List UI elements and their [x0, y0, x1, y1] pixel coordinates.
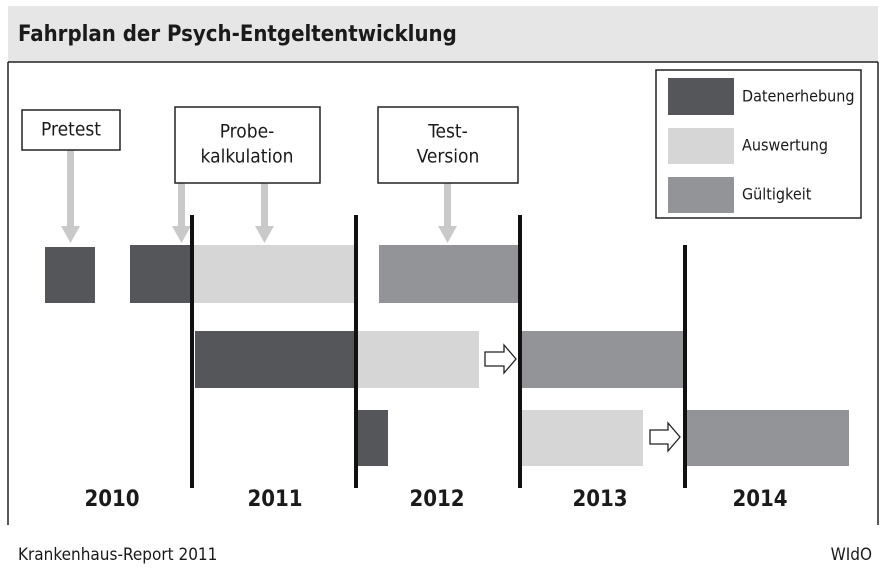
transition-arrows	[484, 343, 681, 453]
year-label: 2011	[247, 487, 302, 512]
publisher: WIdO	[831, 545, 872, 565]
callout: Version	[417, 146, 480, 168]
callout: kalkulation	[201, 146, 294, 168]
callout: Pretest	[41, 119, 101, 141]
title: Fahrplan der Psych-Entgeltentwicklung	[18, 22, 457, 47]
legend-label: Auswertung	[742, 136, 828, 155]
callout-boxes	[21, 106, 519, 184]
callout: Probe-	[220, 121, 275, 143]
pointers	[61, 150, 457, 243]
legend-swatch	[668, 177, 734, 213]
year-label: 2012	[409, 487, 464, 512]
legend-swatch	[668, 128, 734, 164]
timeline-bars	[45, 245, 849, 466]
year-label: 2013	[572, 487, 627, 512]
legend-label: Datenerhebung	[742, 87, 855, 106]
source: Krankenhaus-Report 2011	[18, 545, 217, 565]
legend-label: Gültigkeit	[742, 185, 812, 204]
year-label: 2010	[84, 487, 139, 512]
year-label: 2014	[732, 487, 787, 512]
legend-swatch	[668, 78, 734, 115]
title-bar	[8, 6, 878, 62]
year-dividers	[190, 215, 687, 488]
callout: Test-	[427, 121, 468, 143]
